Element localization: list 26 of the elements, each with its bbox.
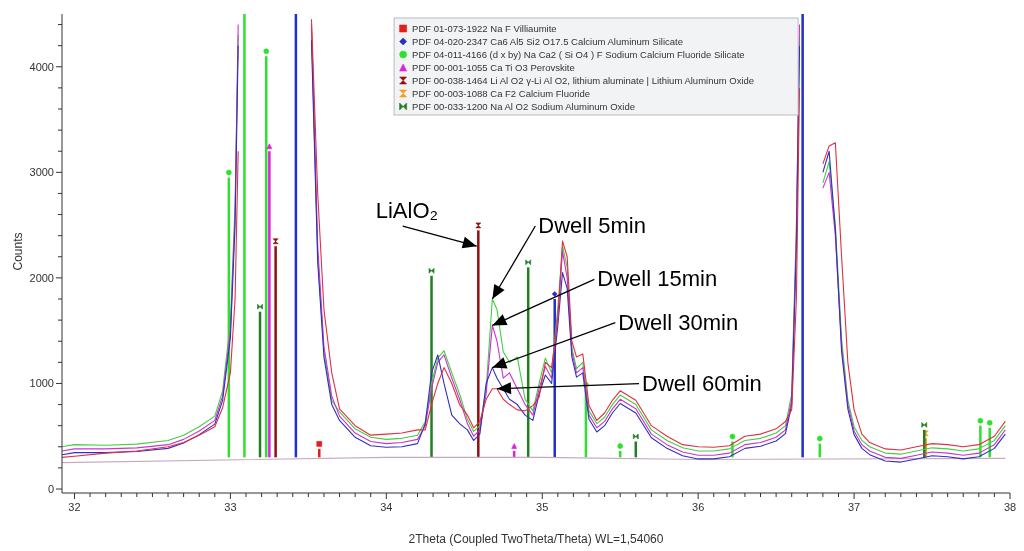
y-tick-label: 3000	[29, 166, 54, 179]
x-tick-label: 36	[692, 501, 705, 513]
y-tick-label: 0	[47, 483, 54, 495]
legend-label: PDF 00-003-1088 Ca F2 Calcium Fluoride	[412, 87, 591, 99]
y-axis-title: Counts	[11, 232, 25, 271]
legend-label: PDF 00-038-1464 Li Al O2 γ-Li Al O2, lithium aluminate | Lithium Aluminum Oxide	[412, 74, 755, 86]
x-axis-title: 2Theta (Coupled TwoTheta/Theta) WL=1,54060	[408, 532, 664, 546]
annotation: Dwell 15min	[597, 266, 718, 292]
x-tick-label: 32	[68, 501, 81, 513]
x-tick-label: 37	[847, 501, 861, 513]
y-tick-label: 2000	[29, 271, 54, 284]
legend-label: PDF 01-073-1922 Na F Villiaumite	[412, 22, 557, 34]
legend-label: PDF 04-011-4166 (d x by) Na Ca2 ( Si O4 ) F Sodium Calcium Fluoride Silicate	[412, 48, 745, 60]
x-tick-label: 38	[1003, 501, 1017, 513]
x-tick-label: 33	[224, 501, 237, 513]
annotation: Dwell 5min	[538, 213, 646, 238]
legend-label: PDF 00-033-1200 Na Al O2 Sodium Aluminum Oxide	[412, 100, 635, 112]
annotation: Dwell 30min	[618, 309, 739, 335]
y-tick-label: 4000	[29, 60, 54, 73]
legend-label: PDF 00-001-1055 Ca Ti O3 Perovskite	[412, 61, 575, 73]
y-tick-label: 1000	[29, 377, 54, 390]
legend-label: PDF 04-020-2347 Ca6 Al5 Si2 O17.5 Calcium Aluminum Silicate	[412, 35, 683, 47]
x-tick-label: 34	[380, 501, 393, 513]
x-tick-label: 35	[536, 501, 549, 513]
annotation: Dwell 60min	[642, 370, 762, 396]
annotation: LiAlO₂	[375, 198, 439, 224]
